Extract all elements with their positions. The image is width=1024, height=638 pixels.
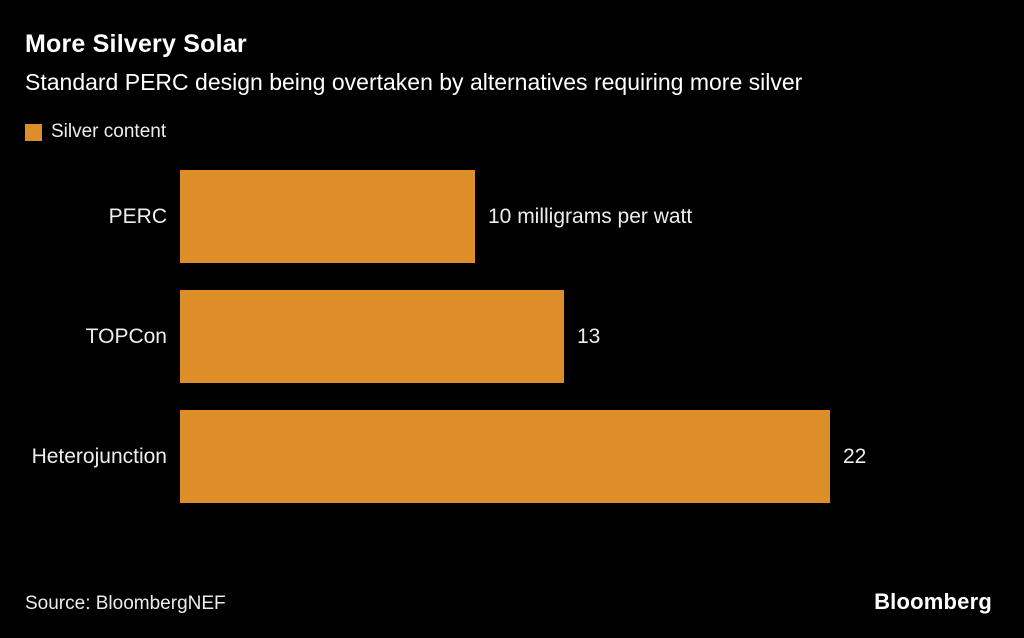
bloomberg-logo: Bloomberg — [874, 589, 992, 614]
value-label: 22 — [843, 444, 867, 468]
category-label: Heterojunction — [31, 444, 167, 468]
bar-row-heterojunction: Heterojunction 22 — [0, 410, 1024, 503]
category-label: TOPCon — [85, 324, 167, 348]
bar-row-perc: PERC 10 milligrams per watt — [0, 170, 1024, 263]
legend-label: Silver content — [51, 121, 167, 142]
chart-subtitle: Standard PERC design being overtaken by … — [25, 69, 803, 95]
bar-row-topcon: TOPCon 13 — [0, 290, 1024, 383]
chart-title: More Silvery Solar — [25, 30, 247, 58]
value-label: 10 milligrams per watt — [488, 204, 693, 228]
value-label: 13 — [577, 324, 601, 348]
legend: Silver content — [25, 121, 166, 143]
bar-heterojunction — [180, 410, 830, 503]
bar-chart-plot-area: PERC 10 milligrams per watt TOPCon 13 He… — [0, 170, 1024, 510]
category-label: PERC — [108, 204, 167, 228]
bar-topcon — [180, 290, 564, 383]
source-attribution: Source: BloombergNEF — [25, 593, 226, 614]
bar-perc — [180, 170, 475, 263]
legend-swatch-icon — [25, 123, 42, 141]
